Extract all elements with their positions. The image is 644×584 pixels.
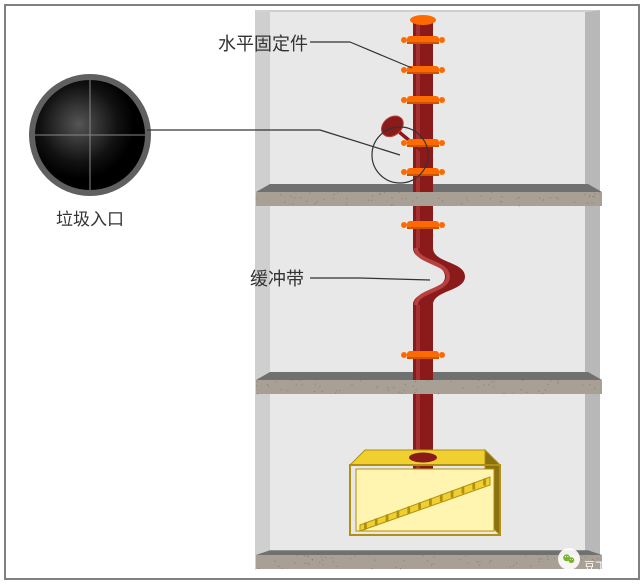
watermark-text: 豆丁施工 — [584, 558, 628, 574]
callout-horizontal-fixing: 水平固定件 — [218, 30, 308, 56]
diagram-canvas — [0, 0, 644, 584]
wechat-icon — [558, 548, 580, 570]
inlet-label: 垃圾入口 — [56, 205, 124, 230]
callout-buffer: 缓冲带 — [250, 265, 304, 291]
